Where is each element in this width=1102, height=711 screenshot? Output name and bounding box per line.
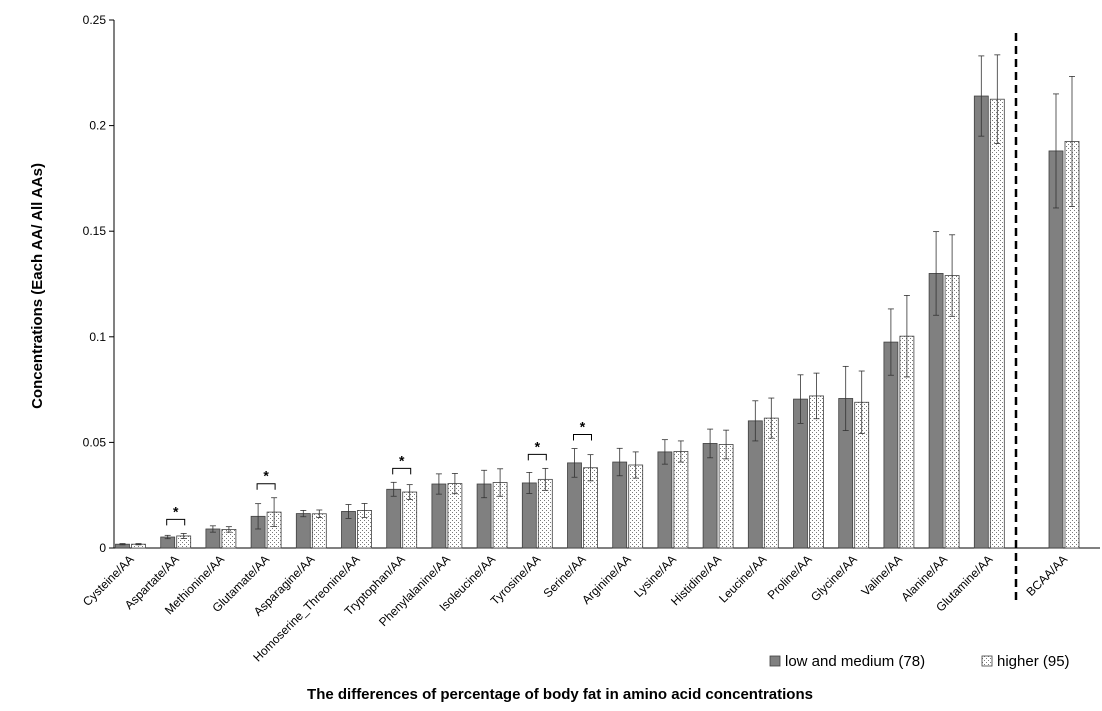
- x-category-label-serine-aa: Serine/AA: [541, 552, 589, 600]
- x-category-label-bcaa-aa: BCAA/AA: [1023, 552, 1070, 599]
- legend-swatch-low-medium: [769, 655, 781, 667]
- bar-higher-asparagine-aa: [311, 513, 327, 549]
- bars: [115, 33, 1080, 605]
- legend-label-low-medium: low and medium (78): [785, 653, 925, 670]
- significance-star-glutamate-aa: *: [263, 468, 269, 484]
- bar-low-medium-bcaa-aa: [1048, 150, 1064, 549]
- y-tick-label: 0.1: [89, 330, 106, 344]
- significance-markers: * * * * *: [166, 419, 592, 526]
- legend: low and medium (78) higher (95): [769, 653, 1070, 670]
- legend-swatch-higher: [981, 655, 993, 667]
- x-category-label-valine-aa: Valine/AA: [858, 552, 905, 599]
- x-category-label-arginine-aa: Arginine/AA: [579, 552, 634, 607]
- significance-bracket-aspartate-aa: [166, 518, 186, 526]
- significance-bracket-tryptophan-aa: [392, 467, 412, 475]
- bar-higher-tryptophan-aa: [402, 491, 418, 549]
- significance-star-serine-aa: *: [580, 419, 586, 435]
- bar-low-medium-lysine-aa: [657, 451, 673, 549]
- significance-star-tryptophan-aa: *: [399, 452, 405, 468]
- legend-label-higher: higher (95): [997, 653, 1070, 670]
- x-category-label-glycine-aa: Glycine/AA: [808, 552, 860, 604]
- x-category-label-leucine-aa: Leucine/AA: [716, 552, 769, 605]
- significance-star-tyrosine-aa: *: [535, 438, 541, 454]
- x-axis-labels: Cysteine/AAAspartate/AAMethionine/AAGlut…: [80, 552, 1070, 664]
- significance-bracket-glutamate-aa: [256, 483, 276, 490]
- bar-low-medium-histidine-aa: [702, 443, 718, 549]
- y-tick-label: 0.25: [83, 13, 107, 27]
- y-tick-label: 0.15: [83, 224, 107, 238]
- bar-low-medium-asparagine-aa: [295, 513, 311, 549]
- bar-low-medium-tryptophan-aa: [386, 488, 402, 549]
- significance-star-aspartate-aa: *: [173, 503, 179, 519]
- bar-higher-lysine-aa: [673, 451, 689, 549]
- bar-higher-glutamine-aa: [989, 98, 1005, 549]
- y-axis-title: Concentrations (Each AA/ All AAs): [29, 163, 46, 409]
- x-category-label-lysine-aa: Lysine/AA: [631, 552, 679, 600]
- significance-bracket-serine-aa: [573, 434, 592, 441]
- x-axis-title: The differences of percentage of body fa…: [307, 686, 813, 703]
- bar-higher-histidine-aa: [718, 444, 734, 549]
- bar-low-medium-glutamine-aa: [973, 95, 989, 549]
- significance-bracket-tyrosine-aa: [527, 453, 547, 461]
- y-tick-label: 0: [99, 541, 106, 555]
- y-tick-label: 0.2: [89, 119, 106, 133]
- y-tick-label: 0.05: [83, 435, 107, 449]
